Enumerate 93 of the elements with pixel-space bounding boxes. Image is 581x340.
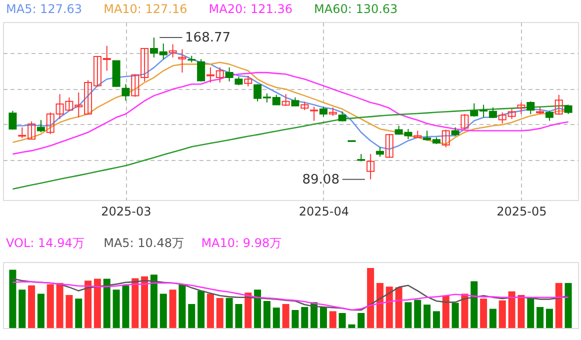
bar	[244, 292, 252, 328]
bar	[263, 301, 270, 328]
candlestick	[366, 154, 375, 180]
bar	[386, 286, 393, 328]
candlestick	[319, 106, 328, 118]
bar	[338, 313, 346, 328]
candlestick	[244, 75, 252, 87]
candlestick	[385, 133, 394, 158]
bar	[461, 294, 468, 328]
bar	[555, 283, 562, 328]
bar	[376, 283, 384, 328]
bar	[367, 268, 374, 328]
bar	[508, 291, 516, 328]
annotation: 89.08	[302, 172, 340, 188]
text: MA20: 121.36	[208, 2, 292, 16]
bar	[527, 297, 534, 328]
candlestick	[460, 114, 469, 130]
bar	[84, 280, 92, 328]
bar	[489, 308, 496, 328]
bar	[235, 304, 242, 328]
bar	[395, 287, 402, 328]
candlestick	[122, 84, 130, 102]
candlestick	[8, 110, 17, 130]
bar	[216, 298, 224, 328]
bar	[546, 308, 553, 328]
bar	[206, 294, 214, 328]
text: MA60: 130.63	[314, 2, 398, 16]
text: MA5: 127.63	[6, 2, 82, 16]
bar	[282, 304, 290, 328]
bar	[536, 307, 544, 328]
candlestick	[442, 129, 450, 148]
x-tick-label: 2025-03	[101, 204, 152, 218]
bar	[66, 295, 73, 328]
candlestick	[338, 110, 346, 122]
bar	[112, 290, 120, 328]
bar	[320, 307, 327, 328]
bar	[404, 302, 412, 328]
bar	[498, 300, 506, 328]
bar	[564, 283, 572, 328]
bar	[160, 294, 167, 328]
candlestick	[545, 110, 554, 122]
bar	[414, 300, 422, 328]
candlestick	[564, 104, 572, 115]
candlestick	[197, 58, 206, 82]
bar	[198, 290, 205, 328]
x-tick-label: 2025-05	[496, 204, 547, 218]
text: VOL: 14.94万	[6, 236, 84, 250]
bar	[442, 296, 450, 328]
bar	[122, 285, 130, 328]
bar	[46, 284, 54, 328]
bar	[452, 302, 459, 328]
bar	[480, 298, 488, 328]
bar	[178, 284, 186, 328]
bar	[292, 310, 299, 328]
bar	[348, 324, 356, 328]
candlestick	[178, 48, 186, 74]
text: MA10: 127.16	[104, 2, 188, 16]
bar	[424, 304, 431, 328]
bar	[169, 290, 176, 328]
bar	[37, 294, 44, 328]
annotation: 168.77	[185, 30, 231, 46]
bar	[358, 313, 365, 328]
bar	[432, 311, 440, 328]
bar	[9, 270, 16, 328]
bar	[18, 290, 26, 328]
bar	[470, 281, 478, 328]
bar	[329, 311, 336, 328]
bar	[226, 298, 233, 328]
candlestick	[526, 100, 535, 115]
bar	[301, 307, 308, 328]
candlestick	[376, 146, 384, 158]
candlestick	[517, 102, 526, 115]
bar	[56, 283, 64, 328]
candlestick	[310, 106, 318, 122]
text: MA5: 10.48万	[104, 236, 184, 250]
bar	[150, 274, 158, 328]
bar	[254, 290, 262, 328]
bar	[103, 278, 110, 328]
candlestick	[36, 120, 45, 133]
bar	[75, 298, 82, 328]
bar	[188, 304, 196, 328]
bar	[132, 278, 139, 328]
bar	[272, 308, 280, 328]
bar	[28, 285, 36, 328]
text: MA10: 9.98万	[201, 236, 282, 250]
bar	[518, 295, 525, 328]
bar	[141, 276, 148, 328]
candlestick	[168, 44, 177, 58]
candlestick	[282, 94, 290, 106]
bar	[94, 278, 101, 328]
x-tick-label: 2025-04	[298, 204, 350, 218]
candlestick	[554, 94, 563, 116]
candlestick	[225, 66, 234, 82]
